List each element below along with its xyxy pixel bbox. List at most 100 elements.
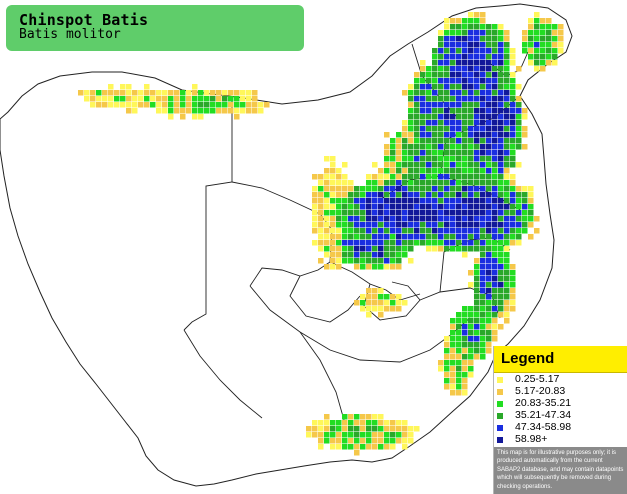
occurrence-cell: [528, 48, 534, 54]
occurrence-cell: [228, 96, 234, 102]
occurrence-cell: [336, 186, 342, 192]
occurrence-cell: [450, 228, 456, 234]
occurrence-cell: [420, 150, 426, 156]
occurrence-cell: [372, 444, 378, 450]
occurrence-cell: [510, 78, 516, 84]
occurrence-cell: [312, 240, 318, 246]
occurrence-cell: [468, 210, 474, 216]
occurrence-cell: [474, 186, 480, 192]
occurrence-cell: [414, 198, 420, 204]
occurrence-cell: [450, 24, 456, 30]
occurrence-cell: [540, 24, 546, 30]
occurrence-cell: [456, 66, 462, 72]
occurrence-cell: [426, 66, 432, 72]
occurrence-cell: [504, 144, 510, 150]
occurrence-cell: [510, 180, 516, 186]
occurrence-cell: [450, 54, 456, 60]
occurrence-cell: [378, 246, 384, 252]
occurrence-cell: [444, 162, 450, 168]
occurrence-cell: [450, 366, 456, 372]
occurrence-cell: [498, 90, 504, 96]
occurrence-cell: [444, 168, 450, 174]
occurrence-cell: [462, 144, 468, 150]
occurrence-cell: [462, 252, 468, 258]
occurrence-cell: [462, 90, 468, 96]
occurrence-cell: [432, 240, 438, 246]
occurrence-cell: [108, 96, 114, 102]
occurrence-cell: [516, 126, 522, 132]
occurrence-cell: [480, 342, 486, 348]
occurrence-cell: [486, 288, 492, 294]
occurrence-cell: [462, 390, 468, 396]
occurrence-cell: [366, 300, 372, 306]
occurrence-cell: [486, 36, 492, 42]
occurrence-cell: [492, 180, 498, 186]
occurrence-cell: [306, 432, 312, 438]
occurrence-cell: [378, 228, 384, 234]
occurrence-cell: [336, 420, 342, 426]
occurrence-cell: [378, 222, 384, 228]
occurrence-cell: [438, 366, 444, 372]
occurrence-cell: [432, 174, 438, 180]
occurrence-cell: [480, 78, 486, 84]
occurrence-cell: [480, 66, 486, 72]
occurrence-cell: [378, 168, 384, 174]
occurrence-cell: [498, 156, 504, 162]
occurrence-cell: [456, 192, 462, 198]
occurrence-cell: [360, 426, 366, 432]
occurrence-cell: [348, 240, 354, 246]
occurrence-cell: [360, 264, 366, 270]
occurrence-cell: [486, 282, 492, 288]
occurrence-cell: [480, 270, 486, 276]
occurrence-cell: [378, 234, 384, 240]
occurrence-cell: [408, 228, 414, 234]
occurrence-cell: [510, 282, 516, 288]
occurrence-cell: [156, 96, 162, 102]
occurrence-cell: [444, 114, 450, 120]
occurrence-cell: [498, 150, 504, 156]
occurrence-cell: [234, 90, 240, 96]
occurrence-cell: [132, 96, 138, 102]
occurrence-cell: [474, 246, 480, 252]
occurrence-cell: [462, 48, 468, 54]
occurrence-cell: [546, 36, 552, 42]
occurrence-cell: [468, 282, 474, 288]
occurrence-cell: [480, 168, 486, 174]
occurrence-cell: [462, 84, 468, 90]
occurrence-cell: [510, 54, 516, 60]
occurrence-cell: [378, 186, 384, 192]
occurrence-cell: [444, 102, 450, 108]
occurrence-cell: [366, 306, 372, 312]
occurrence-cell: [450, 342, 456, 348]
occurrence-cell: [360, 228, 366, 234]
occurrence-cell: [510, 234, 516, 240]
occurrence-cell: [384, 294, 390, 300]
occurrence-cell: [444, 60, 450, 66]
occurrence-cell: [474, 126, 480, 132]
occurrence-cell: [492, 258, 498, 264]
occurrence-cell: [450, 372, 456, 378]
occurrence-cell: [510, 144, 516, 150]
occurrence-cell: [174, 108, 180, 114]
occurrence-cell: [366, 444, 372, 450]
occurrence-cell: [462, 66, 468, 72]
occurrence-cell: [408, 174, 414, 180]
occurrence-cell: [372, 234, 378, 240]
occurrence-cell: [354, 432, 360, 438]
occurrence-cell: [366, 216, 372, 222]
occurrence-cell: [486, 318, 492, 324]
occurrence-cell: [372, 252, 378, 258]
occurrence-cell: [492, 36, 498, 42]
occurrence-cell: [468, 186, 474, 192]
occurrence-cell: [126, 84, 132, 90]
occurrence-cell: [486, 90, 492, 96]
occurrence-cell: [348, 222, 354, 228]
occurrence-cell: [456, 162, 462, 168]
occurrence-cell: [180, 114, 186, 120]
occurrence-cell: [462, 156, 468, 162]
occurrence-cell: [492, 222, 498, 228]
occurrence-cell: [498, 84, 504, 90]
legend-title: Legend: [501, 350, 555, 367]
occurrence-cell: [450, 42, 456, 48]
